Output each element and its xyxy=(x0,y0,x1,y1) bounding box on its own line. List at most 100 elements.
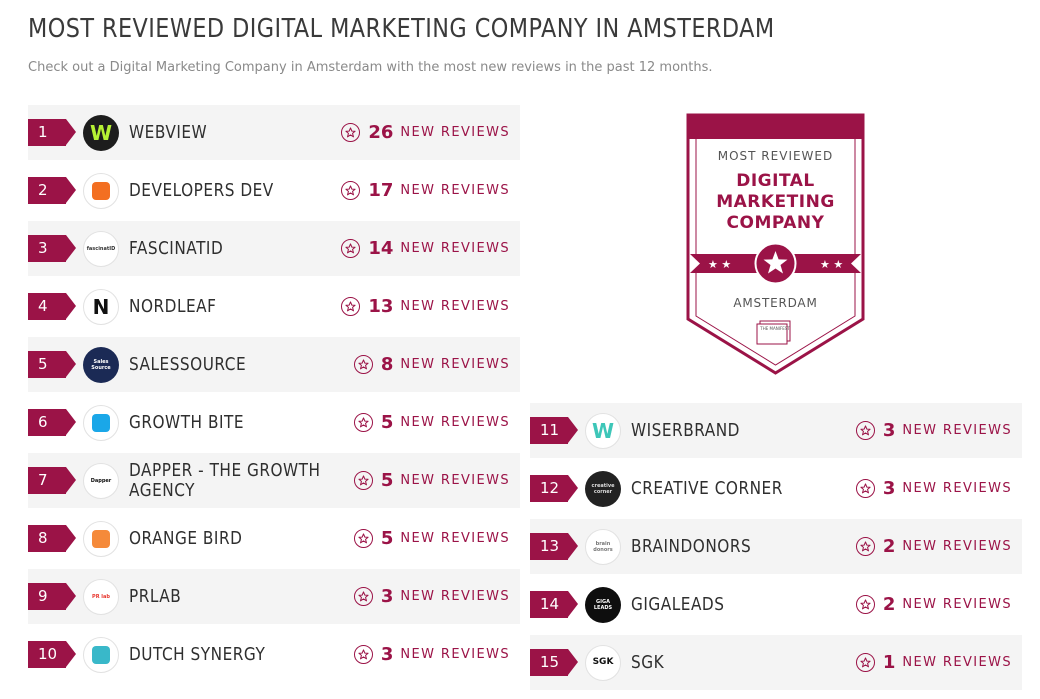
company-logo-text: W xyxy=(89,120,113,145)
rank-badge: 5 xyxy=(28,351,76,378)
company-name[interactable]: SALESSOURCE xyxy=(129,353,247,375)
company-logo[interactable]: W xyxy=(83,114,119,151)
company-row[interactable]: 3 fascinatID FASCINATID 14 NEW REVIEWS xyxy=(28,221,520,276)
company-logo[interactable] xyxy=(83,520,119,557)
company-name[interactable]: GIGALEADS xyxy=(631,593,725,615)
review-count[interactable]: 3 NEW REVIEWS xyxy=(855,461,1012,516)
company-row[interactable]: 5 Sales Source SALESSOURCE 8 NEW REVIEWS xyxy=(28,337,520,392)
company-name[interactable]: GROWTH BITE xyxy=(129,411,245,433)
company-logo[interactable]: fascinatID xyxy=(83,230,119,267)
company-name[interactable]: ORANGE BIRD xyxy=(129,527,243,549)
badge-top-label: MOST REVIEWED xyxy=(717,149,834,163)
company-logo[interactable]: W xyxy=(585,412,621,449)
review-suffix-label: NEW REVIEWS xyxy=(400,473,510,488)
company-row[interactable]: 7 Dapper DAPPER - THE GROWTH AGENCY 5 NEW RE… xyxy=(28,453,520,508)
company-row[interactable]: 2 DEVELOPERS DEV 17 NEW REVIEWS xyxy=(28,163,520,218)
review-count-number: 14 xyxy=(368,238,394,259)
company-row[interactable]: 6 GROWTH BITE 5 NEW REVIEWS xyxy=(28,395,520,450)
svg-text:★ ★: ★ ★ xyxy=(708,258,731,271)
star-icon xyxy=(353,587,373,606)
rank-badge: 12 xyxy=(530,475,578,502)
company-logo[interactable]: PR lab xyxy=(83,578,119,615)
review-count[interactable]: 5 NEW REVIEWS xyxy=(353,511,510,566)
company-logo[interactable]: creative corner xyxy=(585,470,621,507)
badge-main-label: DIGITAL MARKETING COMPANY xyxy=(686,171,865,234)
company-row[interactable]: 15 SGK SGK 1 NEW REVIEWS xyxy=(530,635,1022,690)
rank-badge: 14 xyxy=(530,591,578,618)
company-logo-text: Dapper xyxy=(90,477,112,484)
star-icon xyxy=(855,595,875,614)
company-row[interactable]: 4 N NORDLEAF 13 NEW REVIEWS xyxy=(28,279,520,334)
company-row[interactable]: 11 W WISERBRAND 3 NEW REVIEWS xyxy=(530,403,1022,458)
review-count[interactable]: 26 NEW REVIEWS xyxy=(341,105,510,160)
company-row[interactable]: 13 brain donors BRAINDONORS 2 NEW REVIEWS xyxy=(530,519,1022,574)
company-logo[interactable] xyxy=(83,636,119,673)
rank-badge: 6 xyxy=(28,409,76,436)
company-logo-text: SGK xyxy=(592,657,614,667)
rank-badge: 8 xyxy=(28,525,76,552)
rank-badge: 9 xyxy=(28,583,76,610)
review-suffix-label: NEW REVIEWS xyxy=(400,589,510,604)
review-count-number: 5 xyxy=(380,470,394,491)
company-name[interactable]: DEVELOPERS DEV xyxy=(129,179,274,201)
star-icon xyxy=(353,471,373,490)
review-count-number: 3 xyxy=(882,478,896,499)
star-icon xyxy=(353,645,373,664)
company-name[interactable]: CREATIVE CORNER xyxy=(631,477,783,499)
company-logo[interactable]: N xyxy=(83,288,119,325)
company-name[interactable]: SGK xyxy=(631,651,665,673)
company-row[interactable]: 1 W WEBVIEW 26 NEW REVIEWS xyxy=(28,105,520,160)
review-count-number: 17 xyxy=(368,180,394,201)
review-count-number: 13 xyxy=(368,296,394,317)
most-reviewed-badge: ★ ★ ★ ★ MOST REVIEWED DIGITAL MARKETING … xyxy=(686,113,865,375)
review-count[interactable]: 17 NEW REVIEWS xyxy=(341,163,510,218)
review-count[interactable]: 1 NEW REVIEWS xyxy=(855,635,1012,690)
review-count[interactable]: 13 NEW REVIEWS xyxy=(341,279,510,334)
star-icon xyxy=(855,479,875,498)
company-name[interactable]: BRAINDONORS xyxy=(631,535,752,557)
company-logo[interactable]: SGK xyxy=(585,644,621,681)
badge-line-1: DIGITAL xyxy=(736,171,815,191)
company-name[interactable]: NORDLEAF xyxy=(129,295,217,317)
company-name[interactable]: FASCINATID xyxy=(129,237,224,259)
review-count[interactable]: 3 NEW REVIEWS xyxy=(353,569,510,624)
review-count-number: 5 xyxy=(380,412,394,433)
company-row[interactable]: 10 DUTCH SYNERGY 3 NEW REVIEWS xyxy=(28,627,520,682)
company-row[interactable]: 14 GIGA LEADS GIGALEADS 2 NEW REVIEWS xyxy=(530,577,1022,632)
rank-badge: 11 xyxy=(530,417,578,444)
review-suffix-label: NEW REVIEWS xyxy=(400,125,510,140)
review-suffix-label: NEW REVIEWS xyxy=(400,357,510,372)
review-count[interactable]: 14 NEW REVIEWS xyxy=(341,221,510,276)
company-logo-text: N xyxy=(92,294,110,319)
svg-text:★ ★: ★ ★ xyxy=(820,258,843,271)
review-count[interactable]: 3 NEW REVIEWS xyxy=(855,403,1012,458)
company-name[interactable]: DUTCH SYNERGY xyxy=(129,643,266,665)
company-name[interactable]: WEBVIEW xyxy=(129,121,208,143)
review-count[interactable]: 8 NEW REVIEWS xyxy=(353,337,510,392)
company-logo-text: creative corner xyxy=(591,482,615,495)
company-row[interactable]: 8 ORANGE BIRD 5 NEW REVIEWS xyxy=(28,511,520,566)
rank-badge: 3 xyxy=(28,235,76,262)
company-row[interactable]: 9 PR lab PRLAB 3 NEW REVIEWS xyxy=(28,569,520,624)
rank-badge: 7 xyxy=(28,467,76,494)
company-logo[interactable]: brain donors xyxy=(585,528,621,565)
company-logo-text: fascinatID xyxy=(86,245,116,252)
company-logo[interactable] xyxy=(83,172,119,209)
company-name[interactable]: PRLAB xyxy=(129,585,182,607)
company-logo[interactable]: GIGA LEADS xyxy=(585,586,621,623)
star-icon xyxy=(341,123,361,142)
review-count[interactable]: 2 NEW REVIEWS xyxy=(855,577,1012,632)
company-logo[interactable] xyxy=(83,404,119,441)
review-suffix-label: NEW REVIEWS xyxy=(400,183,510,198)
company-name[interactable]: DAPPER - THE GROWTH AGENCY xyxy=(129,459,321,501)
company-logo[interactable]: Dapper xyxy=(83,462,119,499)
review-count[interactable]: 2 NEW REVIEWS xyxy=(855,519,1012,574)
company-logo[interactable]: Sales Source xyxy=(83,346,119,383)
rank-badge: 4 xyxy=(28,293,76,320)
review-count[interactable]: 5 NEW REVIEWS xyxy=(353,395,510,450)
review-count[interactable]: 5 NEW REVIEWS xyxy=(353,453,510,508)
review-count[interactable]: 3 NEW REVIEWS xyxy=(353,627,510,682)
rank-badge: 15 xyxy=(530,649,578,676)
company-row[interactable]: 12 creative corner CREATIVE CORNER 3 NEW REV… xyxy=(530,461,1022,516)
company-name[interactable]: WISERBRAND xyxy=(631,419,740,441)
